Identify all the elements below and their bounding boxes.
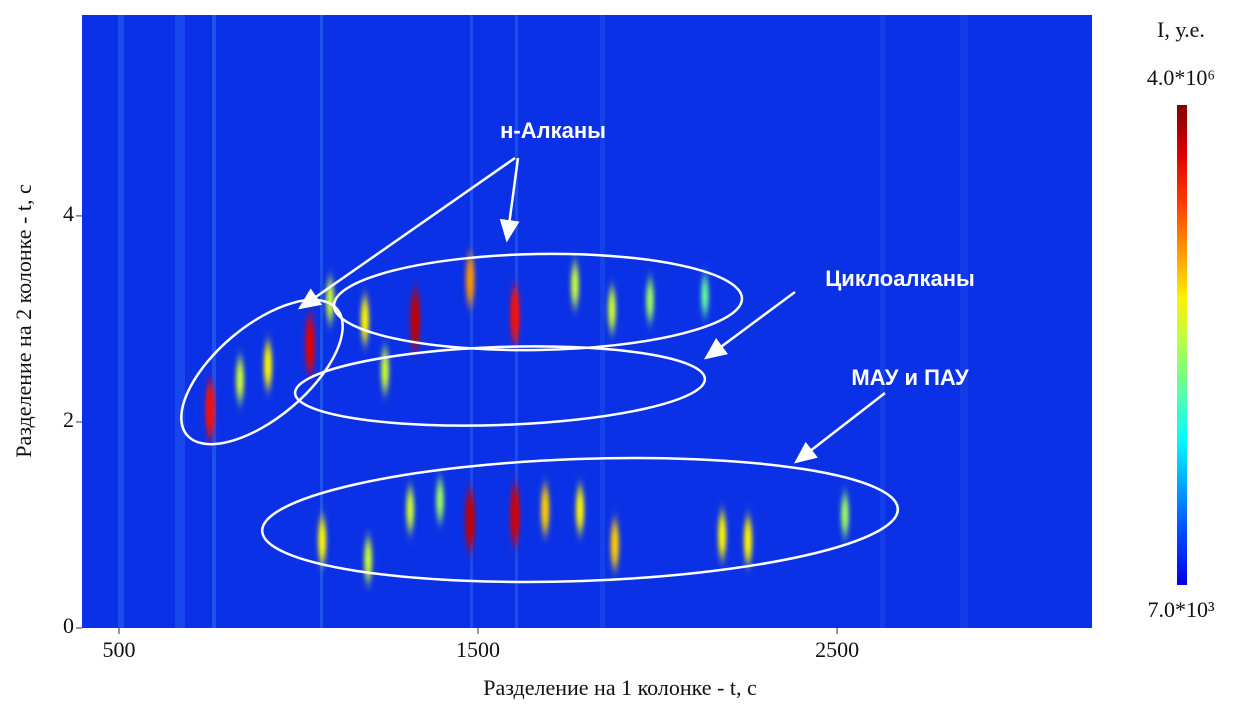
x-tick-label: 1500 xyxy=(456,637,500,662)
y-tick-label: 0 xyxy=(63,613,74,638)
peak xyxy=(264,342,272,388)
peak xyxy=(841,494,849,535)
colorbar-title: I, у.е. xyxy=(1157,17,1205,42)
plot-area xyxy=(82,15,1092,628)
peak xyxy=(318,517,326,563)
peak xyxy=(571,263,579,306)
peak xyxy=(236,358,244,401)
peak xyxy=(744,517,752,563)
colorbar xyxy=(1177,105,1187,585)
chart: н-Алканы Циклоалканы МАУ и ПАУ Разделени… xyxy=(0,0,1238,704)
peak xyxy=(510,485,520,545)
peak xyxy=(466,254,475,305)
peak xyxy=(406,488,414,531)
peak xyxy=(701,276,709,314)
peak xyxy=(465,489,475,550)
x-axis-label: Разделение на 1 колонке - t, с xyxy=(483,675,757,700)
streak xyxy=(880,15,885,628)
y-tick-label: 2 xyxy=(63,407,74,432)
annotation: Циклоалканы xyxy=(825,266,975,291)
x-tick-label: 2500 xyxy=(815,637,859,662)
streak xyxy=(118,15,124,628)
peak xyxy=(718,512,726,558)
peak xyxy=(381,349,389,392)
y-axis-label: Разделение на 2 колонке - t, с xyxy=(11,184,36,458)
annotation: н-Алканы xyxy=(500,118,606,143)
peak xyxy=(611,521,620,569)
annotation: МАУ и ПАУ xyxy=(851,365,969,390)
peak xyxy=(608,288,616,331)
peak xyxy=(576,486,584,532)
peak xyxy=(436,480,444,521)
peak xyxy=(510,286,519,343)
streak xyxy=(600,15,605,628)
colorbar-tick-label: 7.0*10³ xyxy=(1147,597,1215,622)
x-tick-label: 500 xyxy=(102,637,135,662)
streak xyxy=(212,15,216,628)
streak xyxy=(175,15,185,628)
peak xyxy=(646,280,654,321)
colorbar-tick-label: 4.0*10⁶ xyxy=(1147,65,1215,90)
peak xyxy=(541,486,550,534)
peak xyxy=(305,315,315,374)
y-tick-label: 4 xyxy=(63,201,74,226)
peak xyxy=(205,381,214,438)
peak xyxy=(364,538,372,581)
streak xyxy=(960,15,968,628)
peak xyxy=(361,297,369,343)
